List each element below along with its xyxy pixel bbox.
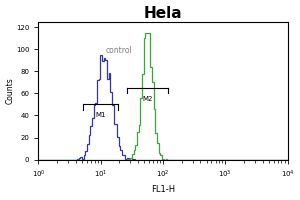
Title: Hela: Hela [144,6,182,21]
Text: M2: M2 [142,96,153,102]
Text: control: control [106,46,133,55]
Text: M1: M1 [95,112,106,118]
Y-axis label: Counts: Counts [6,77,15,104]
X-axis label: FL1-H: FL1-H [151,185,175,194]
